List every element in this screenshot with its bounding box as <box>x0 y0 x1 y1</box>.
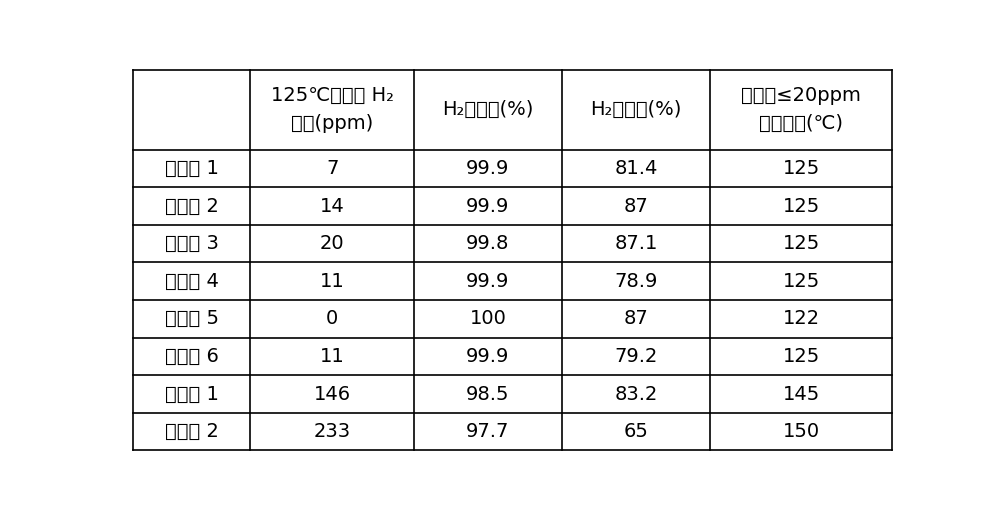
Text: 比较例 1: 比较例 1 <box>165 385 219 404</box>
Text: 125: 125 <box>782 272 820 291</box>
Text: 125: 125 <box>782 234 820 253</box>
Text: 83.2: 83.2 <box>614 385 658 404</box>
Text: 65: 65 <box>623 422 648 441</box>
Text: 脱氢至≤20ppm: 脱氢至≤20ppm <box>741 87 861 106</box>
Text: 99.8: 99.8 <box>466 234 510 253</box>
Text: H₂选择性(%): H₂选择性(%) <box>590 100 682 119</box>
Text: 所需温度(℃): 所需温度(℃) <box>759 114 843 133</box>
Text: 14: 14 <box>320 197 344 216</box>
Text: 79.2: 79.2 <box>614 347 658 366</box>
Text: 20: 20 <box>320 234 344 253</box>
Text: 146: 146 <box>314 385 351 404</box>
Text: 99.9: 99.9 <box>466 197 510 216</box>
Text: 125: 125 <box>782 197 820 216</box>
Text: 比较例 2: 比较例 2 <box>165 422 219 441</box>
Text: 150: 150 <box>783 422 820 441</box>
Text: 78.9: 78.9 <box>614 272 658 291</box>
Text: 99.9: 99.9 <box>466 159 510 178</box>
Text: 实施例 1: 实施例 1 <box>165 159 219 178</box>
Text: 浓度(ppm): 浓度(ppm) <box>291 114 373 133</box>
Text: 实施例 2: 实施例 2 <box>165 197 219 216</box>
Text: 11: 11 <box>320 347 344 366</box>
Text: 125℃时出口 H₂: 125℃时出口 H₂ <box>271 87 394 106</box>
Text: 233: 233 <box>314 422 351 441</box>
Text: 87.1: 87.1 <box>614 234 658 253</box>
Text: 98.5: 98.5 <box>466 385 510 404</box>
Text: 11: 11 <box>320 272 344 291</box>
Text: 实施例 6: 实施例 6 <box>165 347 219 366</box>
Text: 实施例 3: 实施例 3 <box>165 234 219 253</box>
Text: 122: 122 <box>783 310 820 329</box>
Text: 实施例 5: 实施例 5 <box>165 310 219 329</box>
Text: 145: 145 <box>782 385 820 404</box>
Text: 87: 87 <box>624 197 648 216</box>
Text: H₂转化率(%): H₂转化率(%) <box>442 100 534 119</box>
Text: 7: 7 <box>326 159 338 178</box>
Text: 100: 100 <box>469 310 506 329</box>
Text: 97.7: 97.7 <box>466 422 510 441</box>
Text: 99.9: 99.9 <box>466 347 510 366</box>
Text: 实施例 4: 实施例 4 <box>165 272 219 291</box>
Text: 99.9: 99.9 <box>466 272 510 291</box>
Text: 87: 87 <box>624 310 648 329</box>
Text: 125: 125 <box>782 159 820 178</box>
Text: 81.4: 81.4 <box>614 159 658 178</box>
Text: 0: 0 <box>326 310 338 329</box>
Text: 125: 125 <box>782 347 820 366</box>
